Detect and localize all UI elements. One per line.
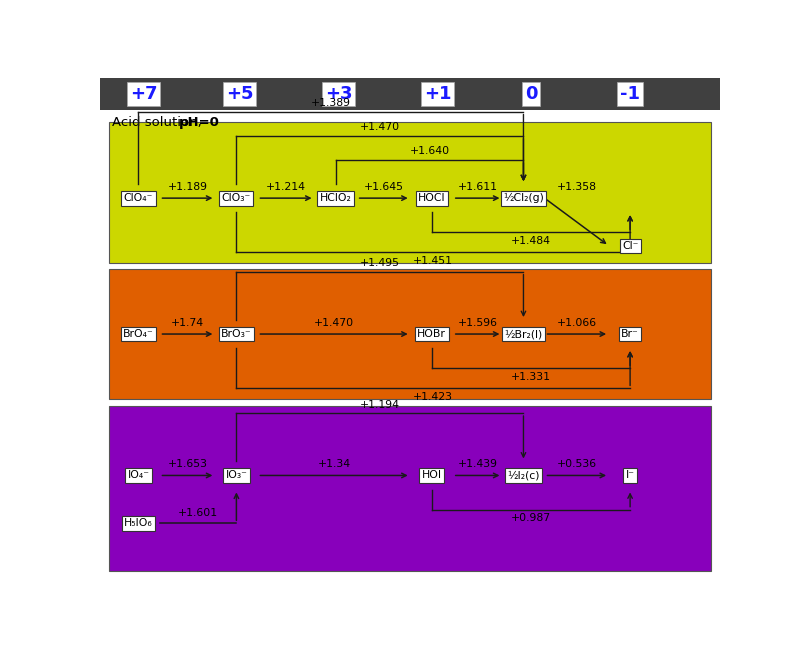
Text: ½I₂(c): ½I₂(c) xyxy=(507,470,540,481)
Text: +1.640: +1.640 xyxy=(410,146,450,157)
Text: IO₃⁻: IO₃⁻ xyxy=(226,470,247,481)
Text: +5: +5 xyxy=(226,85,254,103)
Text: +1.423: +1.423 xyxy=(414,392,454,402)
Text: +7: +7 xyxy=(130,85,157,103)
Text: +0.987: +0.987 xyxy=(511,513,551,523)
Text: ClO₃⁻: ClO₃⁻ xyxy=(222,193,251,203)
Text: +1.331: +1.331 xyxy=(511,372,551,382)
Text: +1.439: +1.439 xyxy=(458,459,498,469)
Text: +1.601: +1.601 xyxy=(178,508,218,518)
Text: +1.358: +1.358 xyxy=(557,182,597,191)
Bar xyxy=(110,270,710,398)
Text: +1: +1 xyxy=(424,85,452,103)
Text: HOBr: HOBr xyxy=(418,329,446,339)
Text: Br⁻: Br⁻ xyxy=(622,329,639,339)
Text: +3: +3 xyxy=(325,85,353,103)
Text: +1.470: +1.470 xyxy=(360,122,400,133)
Text: +1.066: +1.066 xyxy=(557,317,597,328)
Text: HOI: HOI xyxy=(422,470,442,481)
Bar xyxy=(110,122,710,263)
Text: Acid solution,: Acid solution, xyxy=(112,116,206,129)
Text: ½Cl₂(g): ½Cl₂(g) xyxy=(503,193,544,203)
Text: 0: 0 xyxy=(525,85,537,103)
Text: H₅IO₆: H₅IO₆ xyxy=(124,518,153,528)
Text: ½Br₂(l): ½Br₂(l) xyxy=(504,329,542,339)
Bar xyxy=(110,406,710,571)
Text: +1.74: +1.74 xyxy=(171,317,204,328)
Text: +0.536: +0.536 xyxy=(557,459,597,469)
Text: +1.451: +1.451 xyxy=(414,256,454,266)
Text: Cl⁻: Cl⁻ xyxy=(622,241,638,251)
Text: I⁻: I⁻ xyxy=(626,470,634,481)
Text: +1.34: +1.34 xyxy=(318,459,350,469)
Bar xyxy=(100,78,720,110)
Text: +1.484: +1.484 xyxy=(511,236,551,246)
Text: BrO₃⁻: BrO₃⁻ xyxy=(221,329,252,339)
Text: -1: -1 xyxy=(620,85,640,103)
Text: +1.611: +1.611 xyxy=(458,182,498,191)
Text: +1.194: +1.194 xyxy=(360,400,400,409)
Text: +1.596: +1.596 xyxy=(458,317,498,328)
Text: +1.214: +1.214 xyxy=(266,182,306,191)
Text: +1.495: +1.495 xyxy=(360,258,400,268)
Text: +1.653: +1.653 xyxy=(167,459,207,469)
Text: IO₄⁻: IO₄⁻ xyxy=(127,470,150,481)
Text: +1.389: +1.389 xyxy=(311,98,351,108)
Text: BrO₄⁻: BrO₄⁻ xyxy=(123,329,154,339)
Text: HOCl: HOCl xyxy=(418,193,446,203)
Text: HClO₂: HClO₂ xyxy=(320,193,351,203)
Text: ClO₄⁻: ClO₄⁻ xyxy=(124,193,153,203)
Text: +1.189: +1.189 xyxy=(167,182,207,191)
Text: +1.470: +1.470 xyxy=(314,317,354,328)
Text: pH=0: pH=0 xyxy=(178,116,220,129)
Text: +1.645: +1.645 xyxy=(364,182,404,191)
